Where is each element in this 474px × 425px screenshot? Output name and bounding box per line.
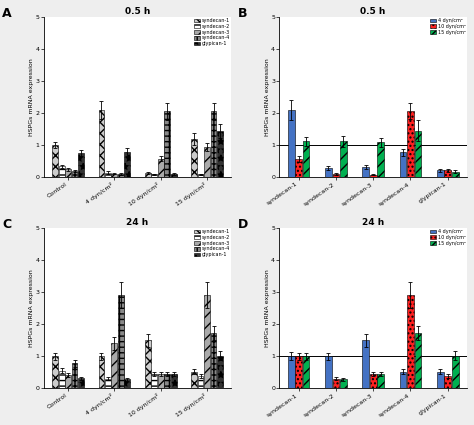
Bar (437, 170, 444, 177)
Bar (340, 380, 346, 388)
Bar (288, 356, 294, 388)
Title: 24 h: 24 h (127, 218, 149, 227)
Bar (204, 147, 210, 177)
Bar (400, 372, 406, 388)
Bar (452, 356, 458, 388)
Title: 24 h: 24 h (362, 218, 384, 227)
Bar (333, 379, 339, 388)
Bar (78, 153, 84, 177)
Bar (400, 152, 406, 177)
Bar (125, 152, 130, 177)
Bar (65, 169, 71, 177)
Bar (65, 375, 71, 388)
Bar (198, 174, 203, 177)
Bar (377, 374, 384, 388)
Bar (377, 142, 384, 177)
Bar (111, 173, 118, 177)
Bar (99, 110, 104, 177)
Bar (105, 173, 111, 177)
Bar (303, 356, 310, 388)
Bar (52, 356, 58, 388)
Y-axis label: HSPGs mRNA expression: HSPGs mRNA expression (29, 269, 34, 347)
Bar (105, 379, 111, 388)
Bar (437, 372, 444, 388)
Y-axis label: HSPGs mRNA expression: HSPGs mRNA expression (265, 269, 270, 347)
Bar (171, 374, 177, 388)
Bar (151, 374, 157, 388)
Bar (72, 171, 78, 177)
Bar (217, 356, 223, 388)
Bar (59, 371, 64, 388)
Bar (295, 159, 302, 177)
Bar (72, 363, 78, 388)
Bar (444, 170, 451, 177)
Bar (164, 111, 170, 177)
Legend: syndecan-1, syndecan-2, syndecan-3, syndecan-4, glypican-1: syndecan-1, syndecan-2, syndecan-3, synd… (194, 229, 230, 258)
Bar (210, 111, 217, 177)
Y-axis label: HSPGs mRNA expression: HSPGs mRNA expression (265, 58, 270, 136)
Bar (362, 167, 369, 177)
Bar (210, 333, 217, 388)
Bar (340, 142, 346, 177)
Bar (303, 142, 310, 177)
Legend: syndecan-1, syndecan-2, syndecan-3, syndecan-4, glypican-1: syndecan-1, syndecan-2, syndecan-3, synd… (194, 18, 230, 47)
Bar (444, 376, 451, 388)
Bar (99, 356, 104, 388)
Bar (151, 174, 157, 177)
Text: D: D (238, 218, 248, 231)
Bar (325, 168, 332, 177)
Bar (125, 380, 130, 388)
Bar (325, 356, 332, 388)
Bar (415, 333, 421, 388)
Bar (118, 295, 124, 388)
Bar (191, 139, 197, 177)
Bar (370, 374, 376, 388)
Bar (111, 343, 118, 388)
Bar (415, 131, 421, 177)
Y-axis label: HSPGs mRNA expression: HSPGs mRNA expression (29, 58, 34, 136)
Bar (370, 175, 376, 177)
Bar (452, 172, 458, 177)
Bar (145, 340, 151, 388)
Legend: 4 dyn/cm², 10 dyn/cm², 15 dyn/cm²: 4 dyn/cm², 10 dyn/cm², 15 dyn/cm² (430, 18, 466, 35)
Text: B: B (238, 7, 247, 20)
Bar (204, 295, 210, 388)
Bar (288, 110, 294, 177)
Bar (191, 372, 197, 388)
Bar (407, 110, 414, 177)
Bar (407, 295, 414, 388)
Bar (164, 374, 170, 388)
Bar (158, 374, 164, 388)
Bar (362, 340, 369, 388)
Title: 0.5 h: 0.5 h (361, 7, 386, 16)
Bar (59, 166, 64, 177)
Title: 0.5 h: 0.5 h (125, 7, 150, 16)
Bar (217, 131, 223, 177)
Bar (78, 378, 84, 388)
Text: C: C (2, 218, 11, 231)
Bar (52, 145, 58, 177)
Text: A: A (2, 7, 12, 20)
Bar (145, 173, 151, 177)
Bar (198, 376, 203, 388)
Bar (171, 174, 177, 177)
Bar (333, 174, 339, 177)
Legend: 4 dyn/cm², 10 dyn/cm², 15 dyn/cm²: 4 dyn/cm², 10 dyn/cm², 15 dyn/cm² (430, 229, 466, 246)
Bar (295, 356, 302, 388)
Bar (158, 159, 164, 177)
Bar (118, 174, 124, 177)
